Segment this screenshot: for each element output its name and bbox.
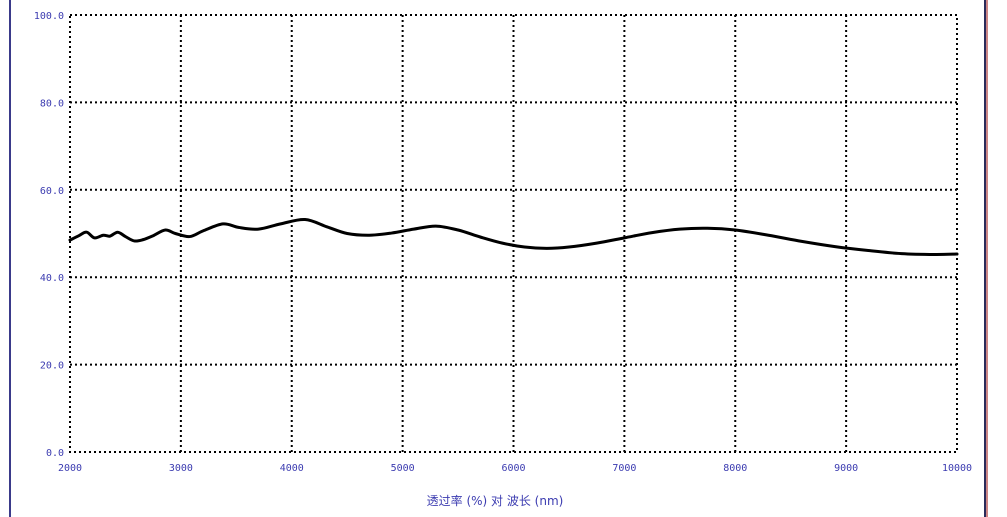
y-tick-label: 0.0 (46, 448, 64, 459)
grid (70, 15, 957, 452)
x-axis-title: 透过率 (%) 对 波长 (nm) (427, 493, 564, 508)
series-line (68, 217, 959, 256)
y-tick-label: 40.0 (40, 273, 64, 284)
left-edge-line (9, 0, 11, 517)
x-axis-ticks: 2000 3000 4000 5000 6000 7000 8000 9000 10000 (58, 463, 972, 474)
plot-frame (69, 14, 958, 453)
y-tick-label: 20.0 (40, 361, 64, 372)
x-tick-label: 9000 (834, 463, 858, 474)
x-tick-label: 3000 (169, 463, 193, 474)
y-tick-label: 60.0 (40, 186, 64, 197)
x-tick-label: 10000 (942, 463, 972, 474)
plot-border (69, 14, 958, 453)
x-tick-label: 7000 (612, 463, 636, 474)
y-axis-ticks: 0.0 20.0 40.0 60.0 80.0 100.0 (34, 11, 64, 459)
right-edge-accent (986, 0, 988, 517)
series (68, 217, 959, 256)
x-tick-label: 5000 (391, 463, 415, 474)
x-tick-label: 8000 (723, 463, 747, 474)
right-edge-line (984, 0, 986, 517)
x-tick-label: 4000 (280, 463, 304, 474)
y-tick-label: 100.0 (34, 11, 64, 22)
x-tick-label: 2000 (58, 463, 82, 474)
y-tick-label: 80.0 (40, 98, 64, 109)
x-tick-label: 6000 (501, 463, 525, 474)
